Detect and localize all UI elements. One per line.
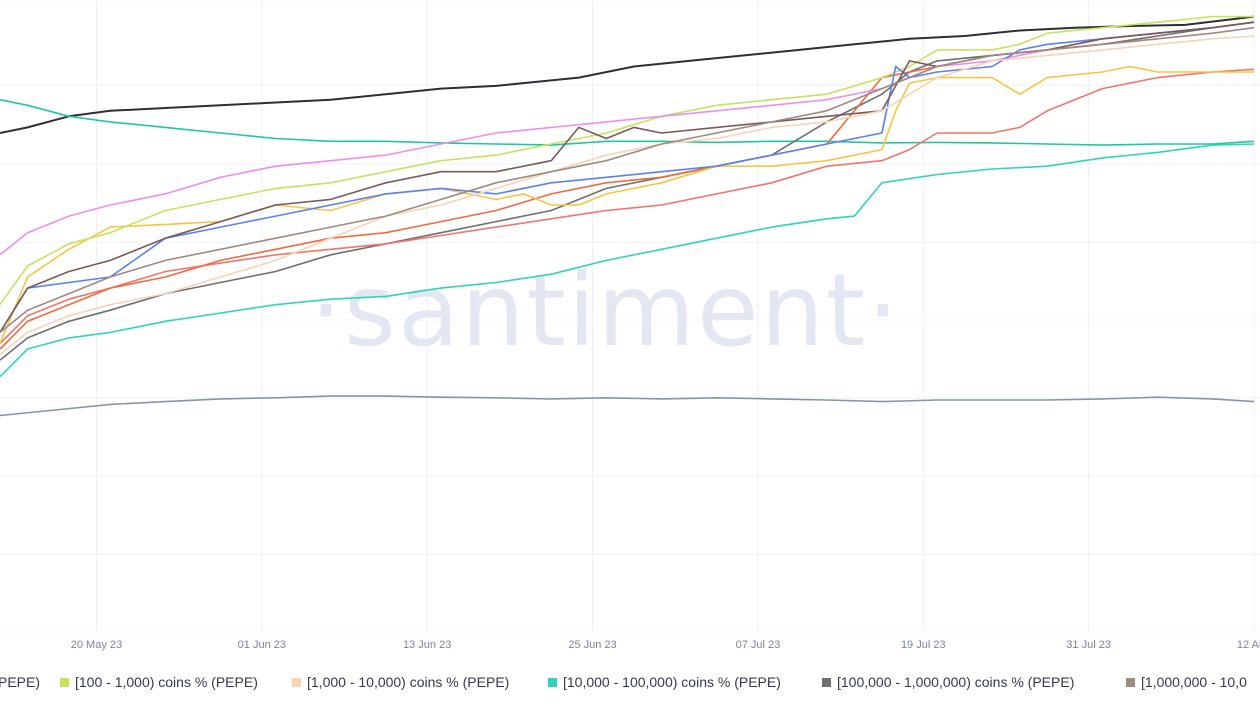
x-tick-label: 20 May 23 (71, 639, 122, 651)
chart-legend: PEPE) [100 - 1,000) coins % (PEPE) [1,000 … (0, 672, 1260, 696)
series-layer (0, 15, 1255, 417)
x-tick-label: 07 Jul 23 (736, 639, 781, 651)
series-line-14 (0, 395, 1255, 417)
legend-swatch (292, 677, 301, 687)
x-tick-label: 01 Jun 23 (238, 639, 286, 651)
x-tick-label: 25 Jun 23 (568, 639, 616, 651)
series-line-13 (0, 26, 1255, 334)
legend-label: [10,000 - 100,000) coins % (PEPE) (563, 674, 781, 690)
legend-swatch (1126, 677, 1135, 687)
series-line-10 (0, 21, 1255, 333)
legend-label: PEPE) (0, 674, 41, 690)
x-tick-label: 12 Aug (1237, 639, 1260, 651)
legend-item[interactable]: [1,000,000 - 10,0 (1126, 674, 1247, 690)
legend-item[interactable]: [1,000 - 10,000) coins % (PEPE) (292, 674, 509, 690)
x-axis: 20 May 23 01 Jun 23 13 Jun 23 25 Jun 23 07 J… (71, 639, 1260, 651)
legend-item[interactable]: PEPE) (0, 674, 40, 690)
legend-label: [100,000 - 1,000,000) coins % (PEPE) (837, 674, 1075, 690)
legend-item[interactable]: [100 - 1,000) coins % (PEPE) (60, 674, 258, 690)
series-line-1 (0, 15, 1255, 134)
series-line-5 (0, 68, 1255, 345)
legend-swatch (822, 677, 831, 687)
legend-item[interactable]: [100,000 - 1,000,000) coins % (PEPE) (822, 674, 1074, 690)
x-tick-label: 31 Jul 23 (1066, 639, 1111, 651)
x-tick-label: 19 Jul 23 (901, 639, 946, 651)
series-line-12 (0, 35, 1255, 356)
legend-item[interactable]: [10,000 - 100,000) coins % (PEPE) (548, 674, 781, 690)
legend-label: [1,000 - 10,000) coins % (PEPE) (307, 674, 510, 690)
santiment-watermark: ·santiment· (310, 252, 901, 369)
series-line-9 (0, 21, 1255, 256)
legend-swatch (60, 677, 69, 687)
series-line-3 (0, 143, 1255, 378)
legend-swatch (548, 677, 557, 687)
series-line-2 (0, 98, 1255, 146)
line-chart: ·santiment· 20 May 23 01 Jun 23 13 Jun 23 2… (0, 0, 1260, 651)
legend-label: [100 - 1,000) coins % (PEPE) (75, 674, 258, 690)
legend-label: [1,000,000 - 10,0 (1141, 674, 1247, 690)
x-tick-label: 13 Jun 23 (403, 639, 451, 651)
